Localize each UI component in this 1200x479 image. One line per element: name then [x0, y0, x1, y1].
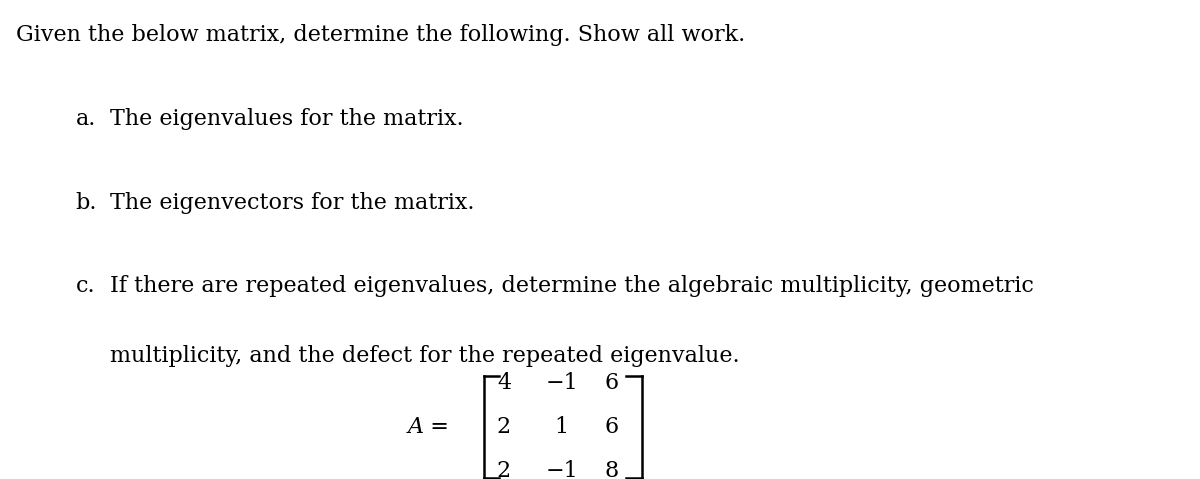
Text: c.: c. [76, 275, 95, 297]
Text: Given the below matrix, determine the following. Show all work.: Given the below matrix, determine the fo… [16, 24, 745, 46]
Text: 6: 6 [605, 372, 619, 394]
Text: 8: 8 [605, 460, 619, 479]
Text: A =: A = [408, 416, 450, 438]
Text: 2: 2 [497, 416, 511, 438]
Text: 1: 1 [554, 416, 569, 438]
Text: b.: b. [76, 192, 97, 214]
Text: If there are repeated eigenvalues, determine the algebraic multiplicity, geometr: If there are repeated eigenvalues, deter… [110, 275, 1034, 297]
Text: a.: a. [76, 108, 96, 130]
Text: The eigenvectors for the matrix.: The eigenvectors for the matrix. [110, 192, 475, 214]
Text: 2: 2 [497, 460, 511, 479]
Text: 4: 4 [497, 372, 511, 394]
Text: multiplicity, and the defect for the repeated eigenvalue.: multiplicity, and the defect for the rep… [110, 345, 740, 367]
Text: The eigenvalues for the matrix.: The eigenvalues for the matrix. [110, 108, 464, 130]
Text: 6: 6 [605, 416, 619, 438]
Text: −1: −1 [545, 372, 578, 394]
Text: −1: −1 [545, 460, 578, 479]
